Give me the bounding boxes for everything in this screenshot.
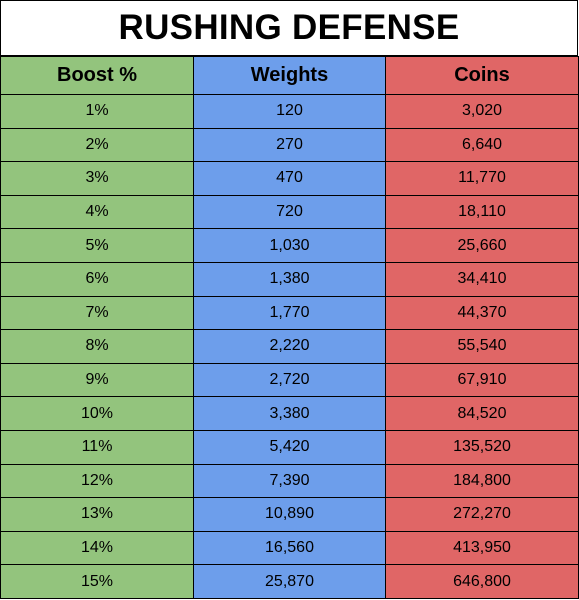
coins-cell: 184,800	[385, 463, 579, 499]
boost-cell: 5%	[0, 228, 194, 263]
coins-cell: 646,800	[385, 564, 579, 599]
table-row: 5% 1,030 25,660	[0, 228, 579, 263]
boost-cell: 14%	[0, 530, 194, 566]
table-row: 7% 1,770 44,370	[0, 295, 579, 331]
table-row: 12% 7,390 184,800	[0, 463, 579, 499]
table-body: 1% 120 3,020 2% 270 6,640 3% 470 11,770 4% 720 18,1…	[0, 94, 579, 599]
boost-cell: 12%	[0, 463, 194, 499]
table-row: 3% 470 11,770	[0, 161, 579, 196]
weights-cell: 3,380	[193, 396, 386, 431]
coins-cell: 413,950	[385, 530, 579, 566]
table-row: 8% 2,220 55,540	[0, 329, 579, 364]
table-row: 10% 3,380 84,520	[0, 396, 579, 431]
table-header: Boost % Weights Coins	[0, 56, 579, 95]
boost-cell: 2%	[0, 127, 194, 163]
coins-cell: 18,110	[385, 194, 579, 230]
table-row: 9% 2,720 67,910	[0, 362, 579, 398]
weights-cell: 10,890	[193, 497, 386, 532]
table-row: 15% 25,870 646,800	[0, 564, 579, 599]
boost-cell: 13%	[0, 497, 194, 532]
sheet-title: RUSHING DEFENSE	[0, 0, 578, 56]
weights-cell: 270	[193, 127, 386, 163]
table-row: 6% 1,380 34,410	[0, 261, 579, 297]
coins-cell: 11,770	[385, 161, 579, 196]
table-row: 4% 720 18,110	[0, 194, 579, 230]
boost-cell: 10%	[0, 396, 194, 431]
boost-cell: 6%	[0, 261, 194, 297]
table-row: 2% 270 6,640	[0, 127, 579, 163]
boost-table: Boost % Weights Coins 1% 120 3,020 2% 270 6,6…	[0, 56, 579, 599]
weights-cell: 470	[193, 161, 386, 196]
weights-cell: 1,030	[193, 228, 386, 263]
boost-cell: 15%	[0, 564, 194, 599]
coins-cell: 34,410	[385, 261, 579, 297]
table-row: 14% 16,560 413,950	[0, 530, 579, 566]
boost-cell: 8%	[0, 329, 194, 364]
header-weights: Weights	[193, 56, 386, 95]
coins-cell: 135,520	[385, 429, 579, 465]
table-row: 13% 10,890 272,270	[0, 497, 579, 532]
weights-cell: 1,770	[193, 295, 386, 331]
header-boost: Boost %	[0, 56, 194, 95]
coins-cell: 6,640	[385, 127, 579, 163]
boost-cell: 7%	[0, 295, 194, 331]
weights-cell: 7,390	[193, 463, 386, 499]
header-row: Boost % Weights Coins	[0, 56, 579, 95]
weights-cell: 5,420	[193, 429, 386, 465]
weights-cell: 16,560	[193, 530, 386, 566]
table-row: 11% 5,420 135,520	[0, 429, 579, 465]
coins-cell: 55,540	[385, 329, 579, 364]
weights-cell: 120	[193, 94, 386, 129]
coins-cell: 272,270	[385, 497, 579, 532]
header-coins: Coins	[385, 56, 579, 95]
boost-cell: 11%	[0, 429, 194, 465]
coins-cell: 44,370	[385, 295, 579, 331]
table-row: 1% 120 3,020	[0, 94, 579, 129]
weights-cell: 2,720	[193, 362, 386, 398]
boost-cell: 3%	[0, 161, 194, 196]
weights-cell: 720	[193, 194, 386, 230]
boost-cell: 1%	[0, 94, 194, 129]
weights-cell: 1,380	[193, 261, 386, 297]
boost-cell: 4%	[0, 194, 194, 230]
boost-cell: 9%	[0, 362, 194, 398]
coins-cell: 67,910	[385, 362, 579, 398]
coins-cell: 25,660	[385, 228, 579, 263]
weights-cell: 2,220	[193, 329, 386, 364]
coins-cell: 84,520	[385, 396, 579, 431]
coins-cell: 3,020	[385, 94, 579, 129]
weights-cell: 25,870	[193, 564, 386, 599]
